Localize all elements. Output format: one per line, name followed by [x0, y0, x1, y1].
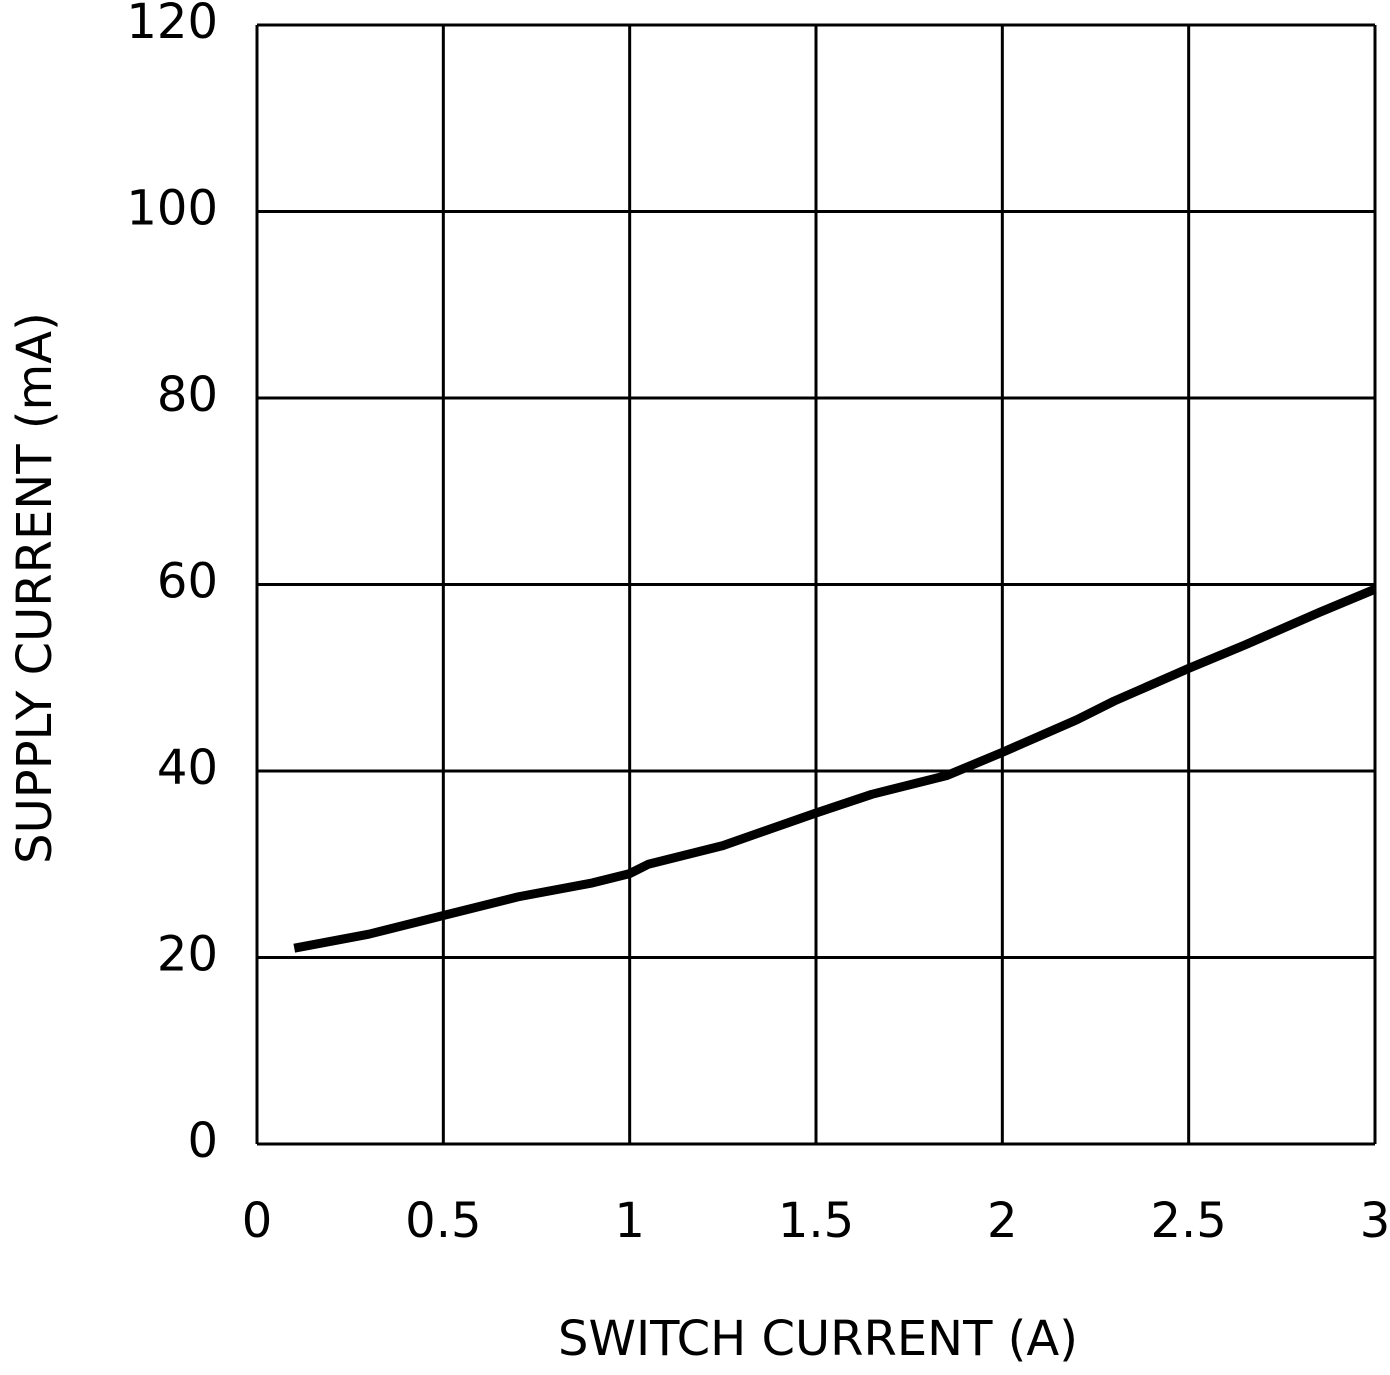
x-tick-label: 1.5	[778, 1193, 854, 1249]
y-tick-label: 100	[126, 181, 218, 237]
y-tick-label: 20	[157, 927, 218, 983]
x-tick-label: 1	[614, 1193, 645, 1249]
y-tick-label: 60	[157, 554, 218, 610]
x-tick-label: 2	[987, 1193, 1018, 1249]
y-tick-label: 0	[187, 1113, 218, 1169]
y-axis-label: SUPPLY CURRENT (mA)	[7, 312, 63, 864]
x-axis-label: SWITCH CURRENT (A)	[558, 1311, 1078, 1367]
x-tick-label: 0	[242, 1193, 273, 1249]
x-tick-label: 3	[1360, 1193, 1390, 1249]
x-tick-label: 2.5	[1150, 1193, 1226, 1249]
y-tick-label: 40	[157, 740, 218, 796]
x-tick-label: 0.5	[405, 1193, 481, 1249]
data-line	[293, 585, 1377, 953]
y-tick-label: 80	[157, 367, 218, 423]
y-tick-label: 120	[126, 0, 218, 50]
